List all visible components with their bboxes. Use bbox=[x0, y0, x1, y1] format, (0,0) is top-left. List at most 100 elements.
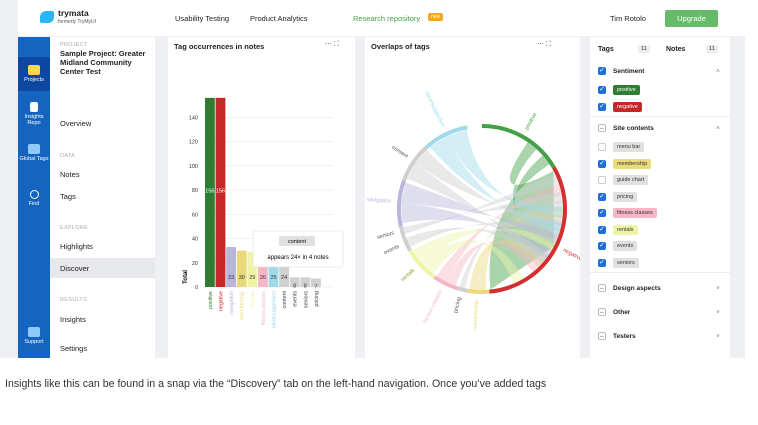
chord bbox=[459, 214, 563, 288]
x-tick-label: rentals bbox=[250, 291, 256, 307]
chord-arc bbox=[467, 288, 490, 295]
tag-group[interactable]: – Site contents ˄ bbox=[598, 124, 723, 132]
tag-row[interactable]: ✓ seniors bbox=[598, 257, 639, 268]
bar-chart: 0 20 40 60 80 100 120 140 Total 156 positive 156 neg… bbox=[183, 97, 344, 328]
panel-menu[interactable]: ⋯ ⛶ bbox=[537, 41, 551, 48]
tooltip-text: appears 24× in 4 notes bbox=[267, 255, 328, 261]
tag-row[interactable]: ✓ negative bbox=[598, 101, 642, 112]
bar bbox=[215, 97, 226, 287]
chord bbox=[422, 240, 524, 284]
tooltip-chip bbox=[279, 236, 315, 246]
brand: trymata bbox=[58, 8, 89, 18]
user-menu[interactable]: Tim Rotolo bbox=[610, 14, 646, 23]
sidebar-item[interactable]: Projects bbox=[18, 65, 50, 83]
upgrade-button[interactable]: Upgrade bbox=[665, 10, 718, 27]
chord-arc bbox=[397, 179, 406, 227]
section-label: DATA bbox=[60, 153, 76, 159]
group-name: Sentiment bbox=[613, 67, 645, 75]
brand-sub: formerly TryMyUI bbox=[58, 19, 97, 25]
x-tick-label: events bbox=[293, 291, 299, 307]
bar bbox=[300, 277, 311, 287]
chord-arc bbox=[482, 124, 556, 169]
tab[interactable]: Tags 11 bbox=[598, 45, 650, 53]
nav-item[interactable]: Overview bbox=[60, 119, 92, 128]
nav-item[interactable]: Discover bbox=[60, 264, 90, 273]
chord bbox=[401, 203, 553, 259]
data-label: 26 bbox=[260, 275, 266, 281]
chord-label: navigation bbox=[366, 197, 391, 205]
data-label: 33 bbox=[228, 275, 234, 281]
tag-row[interactable]: ✓ positive bbox=[598, 85, 640, 95]
tag-group[interactable]: – Other ˅ bbox=[598, 308, 723, 316]
chord-label: idea/suggestion bbox=[423, 91, 445, 128]
tag-row[interactable]: menu bar bbox=[598, 142, 645, 152]
section-label: RESULTS bbox=[60, 297, 88, 303]
tab[interactable]: Notes 11 bbox=[666, 45, 718, 53]
bar bbox=[268, 256, 279, 287]
chord-label: positive bbox=[524, 112, 539, 131]
chord bbox=[408, 221, 561, 248]
tab-count: 11 bbox=[706, 45, 718, 53]
chord bbox=[489, 155, 554, 290]
tag-row[interactable]: ✓ events bbox=[598, 241, 638, 251]
panel-menu[interactable]: ⋯ ⛶ bbox=[325, 41, 339, 48]
chord bbox=[469, 239, 547, 290]
nav-item[interactable]: Notes bbox=[60, 170, 80, 179]
tab-count: 11 bbox=[638, 45, 650, 53]
badge: new bbox=[428, 13, 444, 21]
tag-row[interactable]: ✓ pricing bbox=[598, 191, 638, 202]
tag-chip: membership bbox=[613, 158, 652, 169]
nav-item[interactable]: Highlights bbox=[60, 242, 93, 251]
x-tick-label: membership bbox=[240, 291, 246, 320]
chord-arc bbox=[489, 166, 567, 294]
chord-arc bbox=[457, 286, 468, 293]
panel-title: Overlaps of tags bbox=[371, 42, 430, 51]
nav-link[interactable]: Research repository bbox=[353, 14, 421, 23]
y-tick-label: 80 bbox=[192, 188, 198, 194]
x-tick-label: idea/suggestion bbox=[272, 291, 278, 328]
tag-chip: negative bbox=[613, 101, 642, 112]
nav-item[interactable]: Settings bbox=[60, 344, 88, 353]
tag-group[interactable]: – Design aspects ˅ bbox=[598, 284, 723, 292]
group-name: Testers bbox=[613, 332, 636, 340]
chord bbox=[478, 207, 563, 290]
x-tick-label: seniors bbox=[303, 291, 309, 308]
label: Global Tags bbox=[19, 156, 49, 162]
chord-label: events bbox=[383, 244, 400, 256]
chord bbox=[404, 173, 560, 235]
x-tick-label: pricing bbox=[314, 291, 320, 307]
tag-row[interactable]: ✓ membership bbox=[598, 158, 652, 169]
sidebar-item[interactable]: Find bbox=[18, 190, 50, 207]
label: Find bbox=[28, 201, 40, 207]
sidebar-item[interactable]: Support bbox=[18, 327, 50, 345]
nav-item[interactable]: Tags bbox=[60, 192, 76, 201]
chord bbox=[446, 129, 563, 218]
nav-item[interactable]: Insights bbox=[60, 315, 86, 324]
tag-row[interactable]: ✓ rentals bbox=[598, 224, 638, 235]
caption: Insights like this can be found in a sna… bbox=[5, 378, 547, 390]
tab-name: Notes bbox=[666, 45, 686, 53]
label: Projects bbox=[24, 77, 44, 83]
tooltip bbox=[252, 230, 344, 268]
chord-chart: positive negative membership pricing fitness… bbox=[366, 91, 580, 330]
chord bbox=[403, 192, 563, 232]
x-tick-label: navigation bbox=[229, 291, 235, 315]
tag-group[interactable]: ✓ Sentiment ˄ bbox=[598, 67, 720, 75]
data-label: 8 bbox=[293, 283, 296, 289]
x-tick-label: fitness classes bbox=[261, 291, 267, 326]
tag-chip: events bbox=[613, 241, 638, 251]
nav-link[interactable]: Usability Testing bbox=[175, 14, 230, 23]
group-name: Site contents bbox=[613, 124, 654, 132]
chord-label: rentals bbox=[400, 267, 416, 283]
data-label: 30 bbox=[239, 275, 245, 281]
chord bbox=[401, 182, 560, 245]
nav-link[interactable]: Product Analytics bbox=[250, 14, 308, 23]
sidebar-item[interactable]: Global Tags bbox=[18, 144, 50, 162]
panel-title: Tag occurrences in notes bbox=[174, 42, 265, 51]
tag-group[interactable]: – Testers ˅ bbox=[598, 332, 723, 340]
tag-row[interactable]: ✓ fitness classes bbox=[598, 208, 657, 218]
bar bbox=[247, 251, 258, 287]
tag-row[interactable]: guide chart bbox=[598, 175, 649, 185]
sidebar-item[interactable]: Insights Repo bbox=[18, 102, 50, 126]
chord-arc bbox=[425, 125, 468, 149]
